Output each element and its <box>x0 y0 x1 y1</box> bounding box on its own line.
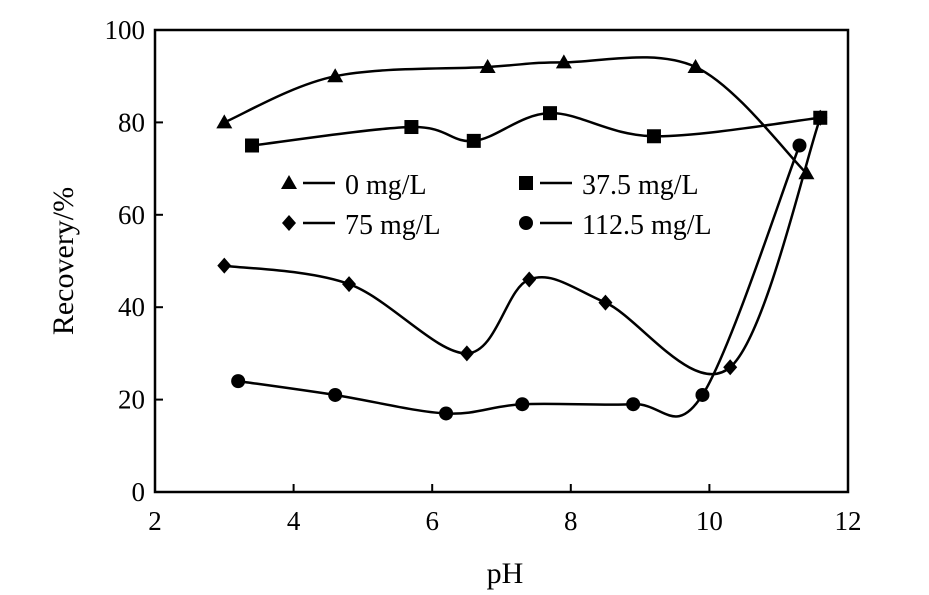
legend-marker-triangle <box>281 175 297 189</box>
x-tick-label: 10 <box>696 506 723 536</box>
x-tick-label: 4 <box>287 506 301 536</box>
legend-item: 112.5 mg/L <box>519 210 712 241</box>
x-axis-label: pH <box>487 557 524 590</box>
data-point-circle <box>439 406 454 421</box>
y-tick-label: 40 <box>118 292 145 322</box>
x-tick-label: 12 <box>835 506 862 536</box>
data-point-diamond <box>217 257 232 274</box>
data-point-circle <box>328 387 343 402</box>
data-point-circle <box>515 397 530 412</box>
y-tick-label: 100 <box>105 15 146 45</box>
plot-area <box>153 28 850 494</box>
data-point-triangle <box>479 58 496 73</box>
axes: 2 4 6 8 10 12 0 20 40 60 80 100 <box>105 15 862 536</box>
legend-label: 75 mg/L <box>345 210 441 241</box>
series-layer <box>216 54 828 421</box>
data-point-diamond <box>813 109 828 126</box>
legend-label: 0 mg/L <box>345 170 427 201</box>
legend-marker-circle <box>519 216 533 230</box>
series-line <box>237 145 801 418</box>
legend-item: 75 mg/L <box>282 210 441 241</box>
data-point-square <box>646 129 661 144</box>
data-point-circle <box>792 138 807 153</box>
series-triangle <box>216 54 815 180</box>
plot-frame <box>153 28 850 494</box>
data-point-diamond <box>522 271 537 288</box>
y-tick-label: 0 <box>132 477 146 507</box>
data-point-circle <box>626 397 641 412</box>
data-point-diamond <box>598 294 613 311</box>
data-point-triangle <box>216 114 233 129</box>
series-line <box>251 111 821 147</box>
data-point-diamond <box>342 276 357 293</box>
legend-marker-square <box>519 176 533 190</box>
data-point-square <box>543 106 558 121</box>
x-tick-label: 8 <box>564 506 578 536</box>
data-point-triangle <box>687 58 704 73</box>
legend-item: 37.5 mg/L <box>519 170 699 201</box>
series-diamond <box>217 109 828 376</box>
y-tick-label: 60 <box>118 200 145 230</box>
data-point-triangle <box>555 54 572 69</box>
data-point-square <box>466 133 481 148</box>
legend-label: 37.5 mg/L <box>582 170 699 201</box>
data-point-diamond <box>723 359 738 376</box>
legend-item: 0 mg/L <box>281 170 427 201</box>
x-tick-label: 2 <box>148 506 162 536</box>
data-point-square <box>245 138 260 153</box>
data-point-circle <box>695 387 710 402</box>
y-tick-label: 80 <box>118 107 145 137</box>
series-line <box>223 56 808 175</box>
x-tick-label: 6 <box>425 506 439 536</box>
legend: 0 mg/L 37.5 mg/L 75 mg/L 112.5 mg/L <box>281 170 712 241</box>
data-point-square <box>404 120 419 135</box>
series-square <box>245 106 828 153</box>
data-point-triangle <box>327 68 344 83</box>
legend-marker-diamond <box>282 215 296 231</box>
legend-label: 112.5 mg/L <box>582 210 712 241</box>
y-tick-label: 20 <box>118 385 145 415</box>
data-point-circle <box>231 374 246 389</box>
series-circle <box>231 138 807 421</box>
y-axis-label: Recovery/% <box>47 187 80 335</box>
data-point-diamond <box>459 345 474 362</box>
